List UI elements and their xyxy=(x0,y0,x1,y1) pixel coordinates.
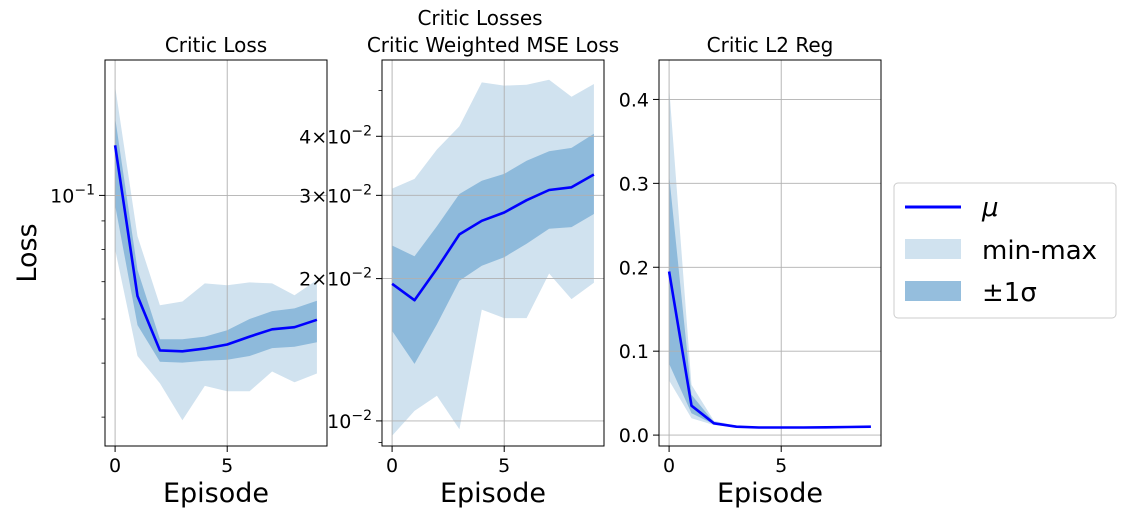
tick-label: 2×10−2 xyxy=(299,266,372,291)
figure-y-axis-label: Loss xyxy=(12,223,43,282)
subplot-critic-l2-reg: 0 5 0.0 0.1 0.2 0.3 0.4 Critic L2 Reg Episode xyxy=(619,33,882,509)
legend-label-minmax: min-max xyxy=(982,236,1097,266)
tick-label: 0.1 xyxy=(619,341,649,363)
tick-label: 10−2 xyxy=(327,408,372,433)
tick-label: 0 xyxy=(109,455,121,477)
tick-label: 0.4 xyxy=(619,89,649,111)
tick-label: 0 xyxy=(663,455,675,477)
minmax-band xyxy=(669,86,871,429)
mean-line xyxy=(391,173,595,302)
minmax-band xyxy=(115,86,317,421)
legend-label-sigma: ±1σ xyxy=(982,278,1037,308)
axes-frame xyxy=(381,59,605,447)
mean-line xyxy=(113,145,318,353)
axes-frame xyxy=(658,59,882,447)
x-axis-label: Episode xyxy=(163,478,269,509)
tick-label: 4×10−2 xyxy=(299,123,372,148)
tick-label: 5 xyxy=(775,455,787,477)
tick-label: 0.0 xyxy=(619,425,649,447)
legend-swatch-sigma xyxy=(905,281,961,301)
x-axis-label: Episode xyxy=(717,478,823,509)
mean-line xyxy=(667,271,871,429)
legend: μ min-max ±1σ xyxy=(893,182,1117,319)
tick-label: 0.2 xyxy=(619,257,649,279)
legend-swatch-minmax xyxy=(905,239,961,259)
tick-label: 0 xyxy=(386,455,398,477)
subplot-critic-weighted-mse-loss: 0 5 10−2 2×10−2 3×10−2 4×10−2 Critic Weighted… xyxy=(299,33,619,509)
subplot-title: Critic Loss xyxy=(165,33,267,57)
tick-label: 5 xyxy=(221,455,233,477)
figure-suptitle: Critic Losses xyxy=(417,6,542,30)
x-axis-label: Episode xyxy=(440,478,546,509)
sigma-band xyxy=(669,175,871,428)
legend-label-mean: μ xyxy=(981,193,999,223)
subplot-title: Critic L2 Reg xyxy=(707,33,834,57)
tick-label: 3×10−2 xyxy=(299,182,372,207)
axes-frame xyxy=(104,59,328,447)
subplot-critic-loss: 0 5 10−1 Critic Loss Episode xyxy=(50,33,328,509)
subplot-title: Critic Weighted MSE Loss xyxy=(367,33,619,57)
sigma-band xyxy=(115,117,317,363)
tick-label: 10−1 xyxy=(50,182,95,207)
tick-label: 0.3 xyxy=(619,173,649,195)
tick-label: 5 xyxy=(498,455,510,477)
